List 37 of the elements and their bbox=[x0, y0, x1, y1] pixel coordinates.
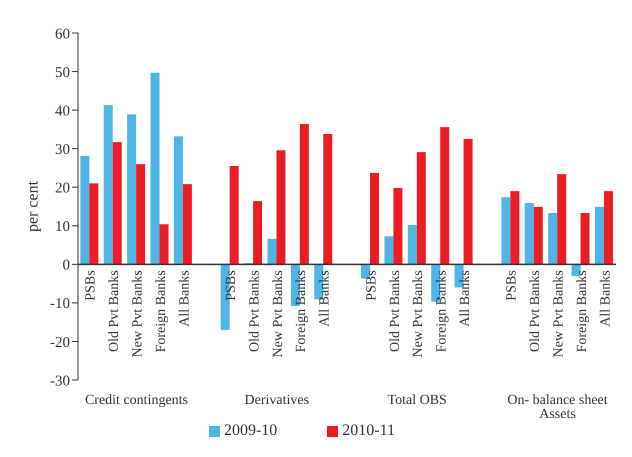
y-tick-label: -10 bbox=[50, 296, 70, 312]
y-tick-label: 10 bbox=[55, 219, 70, 236]
x-tick-label: PSBs bbox=[364, 270, 380, 301]
y-tick-label: 50 bbox=[55, 64, 70, 81]
x-tick-label: Foreign Banks bbox=[154, 270, 169, 352]
legend-label: 2010-11 bbox=[342, 422, 396, 439]
x-tick-label: PSBs bbox=[84, 270, 99, 301]
y-tick-label: -20 bbox=[50, 334, 70, 351]
x-tick-label: All Banks bbox=[598, 270, 614, 327]
x-tick-label: Old Pvt Banks bbox=[388, 270, 403, 352]
x-tick-label: Old Pvt Banks bbox=[528, 270, 544, 352]
x-tick-label: Old Pvt Banks bbox=[107, 270, 122, 352]
y-axis-title: per cent bbox=[24, 180, 42, 232]
x-tick-label: PSBs bbox=[224, 270, 240, 301]
x-tick-label: Old Pvt Banks bbox=[247, 270, 262, 352]
y-tick-label: 0 bbox=[62, 258, 70, 274]
y-tick-label: 40 bbox=[55, 103, 70, 120]
x-tick-label: All Banks bbox=[318, 270, 333, 327]
x-tick-label: Foreign Banks bbox=[294, 270, 310, 352]
x-tick-label: New Pvt Banks bbox=[130, 270, 146, 358]
x-tick-label: New Pvt Banks bbox=[270, 270, 286, 358]
y-tick-label: 30 bbox=[55, 142, 70, 158]
y-tick-label: -30 bbox=[50, 373, 70, 390]
x-tick-label: New Pvt Banks bbox=[411, 270, 426, 358]
x-tick-label: Foreign Banks bbox=[574, 270, 590, 352]
x-tick-label: Foreign Banks bbox=[434, 270, 450, 352]
x-tick-label: New Pvt Banks bbox=[552, 270, 567, 358]
y-tick-label: 60 bbox=[55, 26, 70, 42]
x-tick-label: All Banks bbox=[458, 270, 473, 327]
y-tick-label: 20 bbox=[55, 180, 70, 197]
legend-label: 2009-10 bbox=[224, 422, 278, 439]
text: Total OBS bbox=[388, 392, 447, 408]
text: On- balance sheet Assets bbox=[507, 392, 608, 422]
text: Derivatives bbox=[244, 392, 310, 408]
x-tick-label: All Banks bbox=[177, 270, 192, 327]
text: Credit contingents bbox=[84, 392, 188, 408]
x-tick-label: PSBs bbox=[504, 270, 520, 301]
